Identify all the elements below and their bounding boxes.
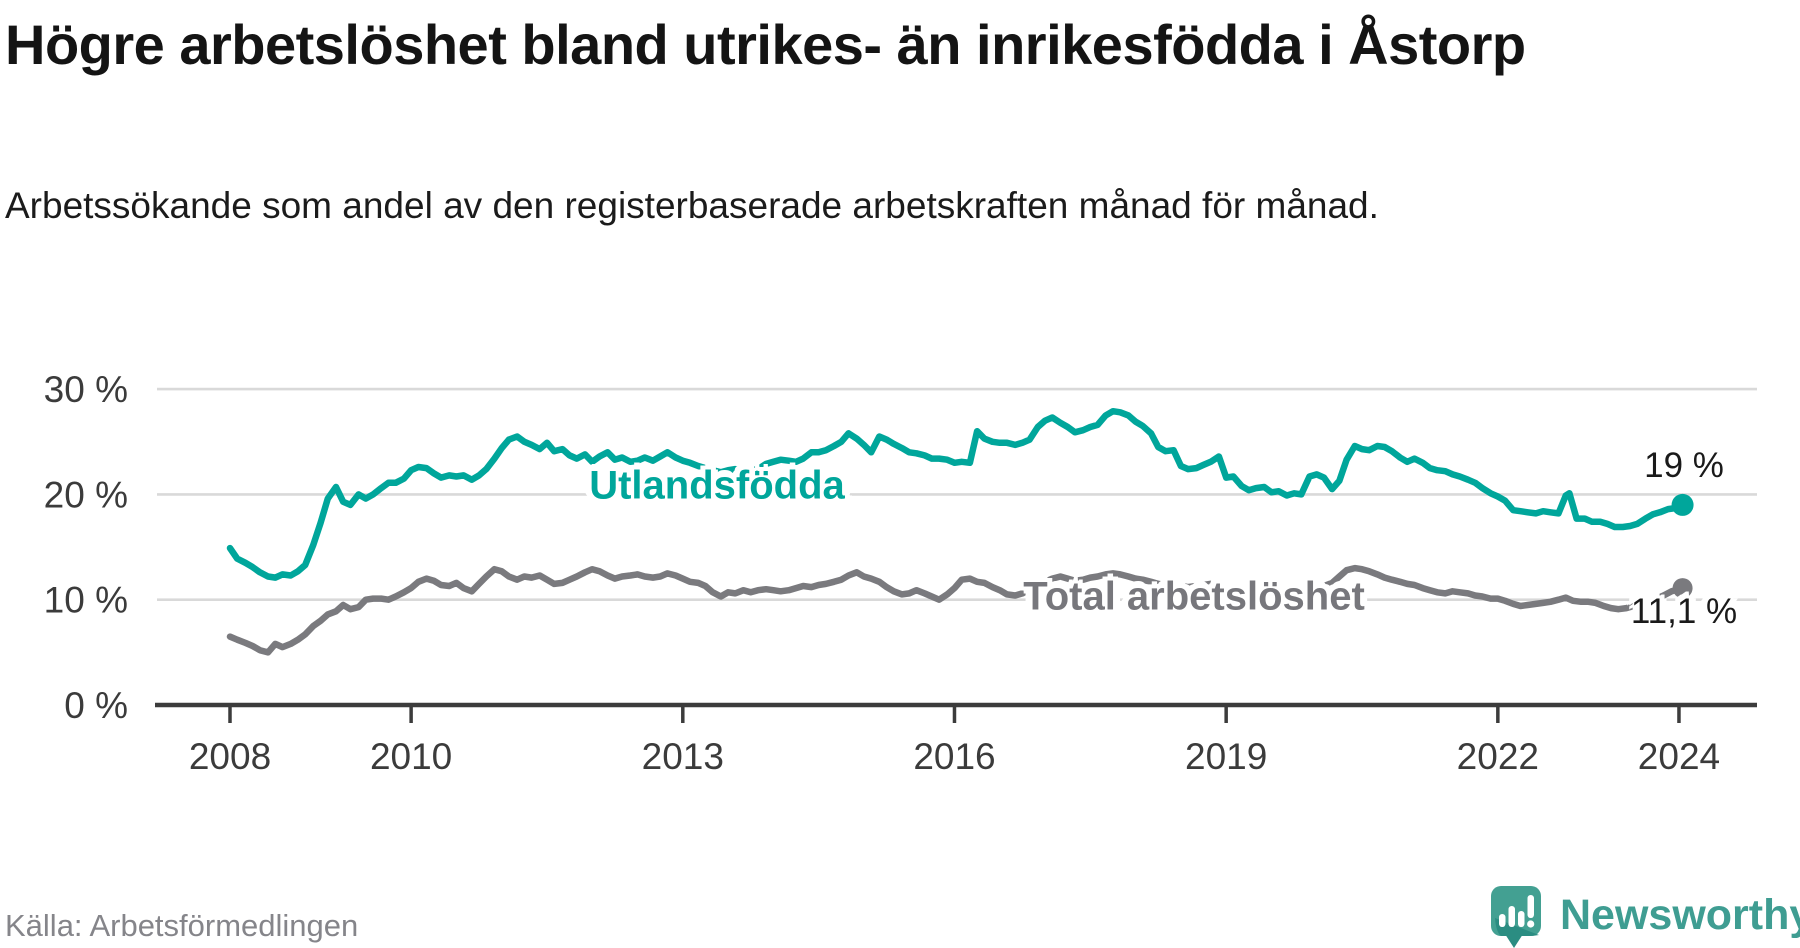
series-line-total bbox=[226, 564, 1686, 656]
newsworthy-logo: Newsworthy bbox=[1490, 886, 1800, 948]
chart-subtitle: Arbetssökande som andel av den registerb… bbox=[5, 185, 1379, 226]
series-line-utlandsfodda bbox=[226, 407, 1686, 581]
source-attribution: Källa: Arbetsförmedlingen bbox=[5, 908, 359, 943]
x-tick-label: 2016 bbox=[913, 736, 995, 777]
end-value-label-total: 11,1 % bbox=[1630, 592, 1738, 631]
end-value-label-utlandsfodda: 19 % bbox=[1644, 446, 1724, 485]
series-label-total-arbetsloshet: Total arbetslöshet bbox=[1023, 574, 1365, 619]
y-tick-label: 30 % bbox=[44, 369, 128, 410]
newsworthy-wordmark: Newsworthy bbox=[1560, 890, 1800, 939]
newsworthy-speech-bubble-chart-icon bbox=[1491, 886, 1541, 948]
x-tick-label: 2010 bbox=[370, 736, 452, 777]
page-title: Högre arbetslöshet bland utrikes- än inr… bbox=[5, 13, 1526, 76]
x-tick-label: 2008 bbox=[189, 736, 271, 777]
y-tick-label: 20 % bbox=[44, 474, 128, 515]
x-tick-label: 2013 bbox=[642, 736, 724, 777]
x-tick-label: 2022 bbox=[1457, 736, 1539, 777]
y-tick-label: 10 % bbox=[44, 580, 128, 621]
series-label-utlandsfodda: Utlandsfödda bbox=[589, 463, 845, 508]
y-tick-label: 0 % bbox=[64, 685, 128, 726]
series-end-dot bbox=[1672, 578, 1693, 599]
x-tick-label: 2019 bbox=[1185, 736, 1267, 777]
x-tick-label: 2024 bbox=[1638, 736, 1720, 777]
series-end-dot bbox=[1671, 493, 1694, 516]
